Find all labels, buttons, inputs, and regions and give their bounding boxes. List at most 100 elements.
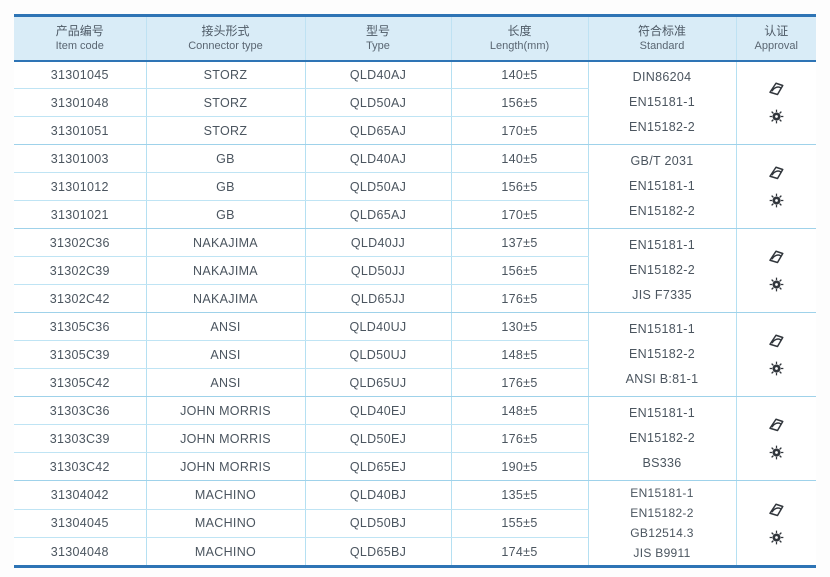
cell-code: 31301003 <box>14 144 146 173</box>
certification-stamp-icon <box>767 81 785 96</box>
cell-code: 31304042 <box>14 480 146 510</box>
cell-connector: ANSI <box>145 312 305 341</box>
cell-standards: DIN86204 EN15181-1 EN15182-2 <box>587 60 736 145</box>
wheelmark-seal-icon <box>769 109 784 124</box>
header-approval-en: Approval <box>754 39 798 52</box>
table-row: 31304048 MACHINO QLD65BJ 174±5 <box>14 537 816 567</box>
cell-connector: MACHINO <box>145 537 305 567</box>
standard-line: EN15181-1 <box>629 406 695 420</box>
cell-length: 174±5 <box>450 537 588 567</box>
cell-type: QLD65EJ <box>304 452 451 481</box>
table-row: 31303C42 JOHN MORRIS QLD65EJ 190±5 <box>14 452 816 481</box>
table-row: 31301012 GB QLD50AJ 156±5 <box>14 172 816 201</box>
header-length: 长度 Length(mm) <box>450 15 588 62</box>
wheelmark-seal-icon <box>769 277 784 292</box>
cell-type: QLD65BJ <box>304 537 451 567</box>
cell-type: QLD50AJ <box>304 88 451 117</box>
table-row: 31303C36 JOHN MORRIS QLD40EJ 148±5 EN15181-1… <box>14 396 816 481</box>
cell-approval <box>735 480 817 567</box>
certification-stamp-icon <box>767 249 785 264</box>
cell-connector: NAKAJIMA <box>145 256 305 285</box>
cell-length: 148±5 <box>450 340 588 369</box>
cell-type: QLD40UJ <box>304 312 451 341</box>
cell-connector: STORZ <box>145 60 305 89</box>
cell-connector: JOHN MORRIS <box>145 452 305 481</box>
table-row: 31304042 MACHINO QLD40BJ 135±5 EN15181-1 EN15… <box>14 480 816 567</box>
cell-code: 31305C39 <box>14 340 146 369</box>
table-row: 31301048 STORZ QLD50AJ 156±5 <box>14 88 816 117</box>
approval-icon-stack <box>737 502 817 545</box>
header-item-code-en: Item code <box>55 39 104 52</box>
cell-code: 31301051 <box>14 116 146 145</box>
standard-line: EN15181-1 <box>629 322 695 336</box>
standard-line: JIS F7335 <box>632 288 692 302</box>
cell-connector: ANSI <box>145 340 305 369</box>
cell-type: QLD65AJ <box>304 116 451 145</box>
cell-type: QLD40BJ <box>304 480 451 510</box>
standard-line: EN15182-2 <box>629 120 695 135</box>
header-type-zh: 型号 <box>365 23 390 38</box>
header-approval-zh: 认证 <box>764 23 789 38</box>
cell-code: 31301012 <box>14 172 146 201</box>
header-type: 型号 Type <box>304 15 451 62</box>
standard-line: EN15181-1 <box>629 238 695 252</box>
cell-type: QLD50AJ <box>304 172 451 201</box>
cell-length: 137±5 <box>450 228 588 257</box>
cell-type: QLD40EJ <box>304 396 451 425</box>
cell-standards: GB/T 2031 EN15181-1 EN15182-2 <box>587 144 736 229</box>
cell-length: 156±5 <box>450 88 588 117</box>
header-length-zh: 长度 <box>507 23 532 38</box>
header-standard-zh: 符合标准 <box>637 23 686 38</box>
wheelmark-seal-icon <box>769 361 784 376</box>
table-row: 31301021 GB QLD65AJ 170±5 <box>14 200 816 229</box>
cell-length: 155±5 <box>450 509 588 539</box>
standard-line: EN15182-2 <box>629 431 695 445</box>
cell-connector: NAKAJIMA <box>145 228 305 257</box>
cell-length: 156±5 <box>450 256 588 285</box>
cell-length: 130±5 <box>450 312 588 341</box>
standard-line: EN15181-1 <box>629 95 695 110</box>
certification-stamp-icon <box>767 417 785 432</box>
standard-line: EN15182-2 <box>629 204 695 218</box>
table-body: 31301045 STORZ QLD40AJ 140±5 DIN86204 EN15181… <box>14 60 817 567</box>
table-row: 31302C39 NAKAJIMA QLD50JJ 156±5 <box>14 256 816 285</box>
standard-line: EN15182-2 <box>629 347 695 361</box>
cell-length: 176±5 <box>450 424 588 453</box>
cell-type: QLD65UJ <box>304 368 451 397</box>
cell-type: QLD50EJ <box>304 424 451 453</box>
cell-connector: STORZ <box>145 116 305 145</box>
cell-type: QLD40AJ <box>304 144 451 173</box>
cell-type: QLD50UJ <box>304 340 451 369</box>
table-row: 31305C36 ANSI QLD40UJ 130±5 EN15181-1 EN15182… <box>14 312 816 397</box>
approval-icon-stack <box>737 165 817 208</box>
cell-code: 31302C39 <box>14 256 146 285</box>
cell-type: QLD50BJ <box>304 509 451 539</box>
standard-line: JIS B9911 <box>633 546 691 560</box>
cell-length: 176±5 <box>450 368 588 397</box>
standard-line: ANSI B:81-1 <box>625 372 699 386</box>
cell-code: 31302C36 <box>14 228 146 257</box>
cell-length: 148±5 <box>450 396 588 425</box>
cell-standards: EN15181-1 EN15182-2 BS336 <box>587 396 736 481</box>
table-row: 31301003 GB QLD40AJ 140±5 GB/T 2031 EN15181-1… <box>14 144 816 229</box>
approval-icon-stack <box>737 417 817 460</box>
header-connector-type-en: Connector type <box>188 39 263 52</box>
cell-connector: GB <box>145 200 305 229</box>
cell-length: 156±5 <box>450 172 588 201</box>
cell-connector: NAKAJIMA <box>145 284 305 313</box>
wheelmark-seal-icon <box>769 445 784 460</box>
standard-line: DIN86204 <box>632 70 692 85</box>
cell-type: QLD65JJ <box>304 284 451 313</box>
cell-connector: GB <box>145 144 305 173</box>
header-standard-en: Standard <box>639 39 685 52</box>
cell-approval <box>735 396 817 481</box>
cell-code: 31303C39 <box>14 424 146 453</box>
cell-connector: JOHN MORRIS <box>145 424 305 453</box>
header-approval: 认证 Approval <box>735 15 816 62</box>
header-row: 产品编号 Item code 接头形式 Connector type 型号 Ty… <box>14 15 816 62</box>
table-header: 产品编号 Item code 接头形式 Connector type 型号 Ty… <box>14 15 816 62</box>
cell-approval <box>735 228 817 313</box>
table-row: 31304045 MACHINO QLD50BJ 155±5 <box>14 509 816 539</box>
approval-icon-stack <box>737 249 817 292</box>
